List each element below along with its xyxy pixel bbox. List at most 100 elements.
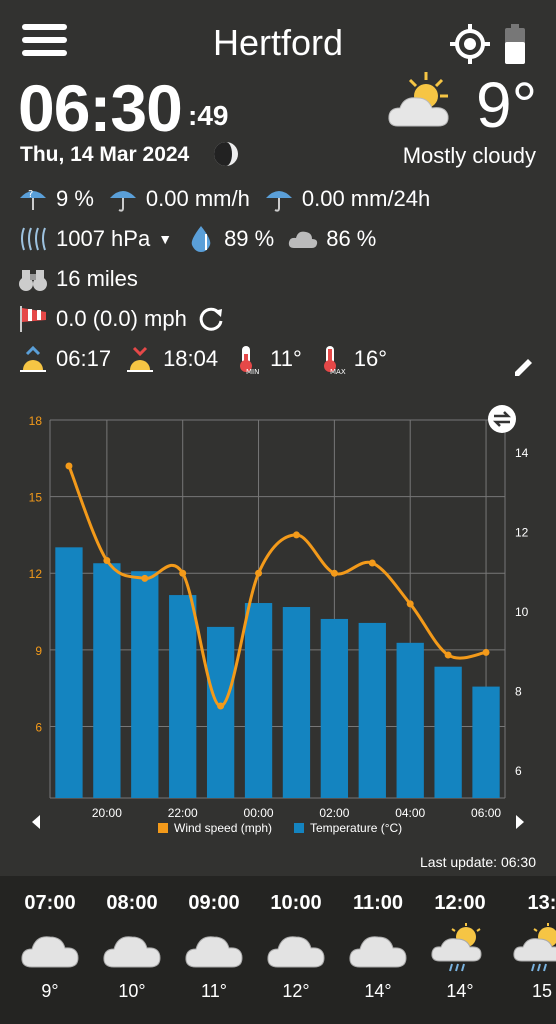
wind-speed-point — [292, 531, 300, 539]
y-right-tick: 14 — [515, 446, 529, 460]
current-temperature: 9° — [476, 69, 538, 141]
humidity-value: 89 % — [224, 226, 275, 251]
temperature-bar — [358, 622, 386, 798]
forecast-temp: 14° — [364, 981, 392, 1001]
x-tick-label: 06:00 — [471, 806, 501, 820]
y-left-tick: 12 — [29, 567, 43, 581]
cloud-icon — [348, 923, 408, 973]
y-right-tick: 8 — [515, 685, 522, 699]
condition-label: Mostly cloudy — [402, 143, 536, 168]
wind-speed-point — [330, 569, 338, 577]
forecast-item[interactable]: 13: 15 — [501, 876, 556, 1002]
humidity-icon — [191, 226, 211, 252]
wind-speed-point — [179, 569, 187, 577]
y-left-tick: 18 — [29, 414, 43, 428]
legend-label-temp: Temperature (°C) — [310, 821, 402, 835]
pressure-value: 1007 hPa — [56, 226, 151, 251]
forecast-temp: 15 — [531, 981, 553, 1001]
weather-chart: 6 9 12 15 18 6 8 10 12 14 20:00 22:00 00:00 02:00 04:0… — [29, 414, 529, 835]
temperature-bar — [93, 563, 121, 798]
legend-swatch-temp — [294, 823, 304, 833]
chart-next-arrow[interactable] — [516, 815, 524, 829]
wind-value: 0.0 (0.0) mph — [56, 306, 187, 331]
wind-speed-point — [482, 648, 490, 656]
forecast-time: 12:00 — [434, 892, 486, 914]
wind-speed-point — [255, 569, 263, 577]
forecast-time: 09:00 — [188, 892, 240, 914]
sun-rain-icon — [512, 923, 556, 973]
x-tick-label: 22:00 — [168, 806, 198, 820]
chart-prev-arrow[interactable] — [32, 815, 40, 829]
date-label: Thu, 14 Mar 2024 — [20, 143, 190, 166]
svg-text:MAX: MAX — [330, 368, 346, 374]
thermometer-max-icon: MAX — [323, 346, 346, 374]
visibility-row: 16 miles — [18, 264, 138, 294]
cloud-cover-icon — [289, 231, 318, 248]
svg-text:?: ? — [28, 189, 33, 200]
forecast-temp: 11° — [201, 981, 227, 1001]
moon-icon — [214, 142, 238, 166]
y-right-tick: 10 — [515, 605, 529, 619]
forecast-item[interactable]: 09:00 11° — [173, 876, 255, 1002]
y-left-tick: 6 — [35, 720, 42, 734]
forecast-item[interactable]: 11:00 14° — [337, 876, 419, 1002]
forecast-temp: 10° — [118, 981, 146, 1001]
forecast-item[interactable]: 10:00 12° — [255, 876, 337, 1002]
y-right-tick: 12 — [515, 525, 529, 539]
wind-speed-point — [368, 559, 376, 567]
sunset-icon — [127, 346, 154, 372]
pressure-row: 1007 hPa ▼ 89 % 86 % — [18, 224, 376, 254]
temperature-bar — [472, 686, 500, 798]
temperature-bar — [244, 603, 273, 798]
visibility-value: 16 miles — [56, 266, 138, 291]
refresh-icon[interactable] — [197, 305, 225, 333]
wind-speed-point — [65, 462, 73, 470]
wind-speed-point — [103, 556, 111, 564]
cloud-icon — [184, 923, 244, 973]
sunrise-icon — [20, 345, 46, 372]
svg-text:MIN: MIN — [246, 368, 259, 374]
temperature-bar — [396, 642, 424, 798]
sunrise-value: 06:17 — [56, 346, 112, 371]
temperature-bar — [282, 607, 311, 798]
clock-time[interactable]: 06:30 — [18, 71, 183, 145]
temperature-bar — [131, 571, 159, 798]
forecast-item[interactable]: 07:00 9° — [9, 876, 91, 1002]
swap-axes-icon[interactable] — [488, 405, 516, 433]
edit-icon[interactable] — [512, 355, 536, 379]
forecast-time: 13: — [527, 892, 556, 914]
locate-icon[interactable] — [448, 22, 492, 66]
temperature-bar — [55, 547, 83, 798]
menu-icon[interactable] — [22, 24, 67, 58]
temperature-bar — [434, 666, 462, 798]
x-tick-label: 00:00 — [244, 806, 274, 820]
city-title[interactable]: Hertford — [212, 22, 344, 63]
wind-speed-point — [406, 600, 414, 608]
sunset-value: 18:04 — [163, 346, 219, 371]
y-right-tick: 6 — [515, 764, 522, 778]
cloud-icon — [266, 923, 326, 973]
forecast-time: 11:00 — [352, 892, 404, 914]
x-tick-label: 20:00 — [92, 806, 122, 820]
wind-row: 0.0 (0.0) mph — [18, 304, 233, 334]
windsock-icon — [20, 306, 46, 332]
temp-min-value: 11° — [270, 346, 302, 371]
cloud-icon — [102, 923, 162, 973]
pressure-trend-icon: ▼ — [158, 231, 173, 247]
clock-seconds: :49 — [188, 100, 229, 131]
pressure-icon — [21, 227, 46, 251]
hourly-forecast[interactable]: 07:00 9° 08:00 10° 09:00 11° 10:00 12° 11:00 14° 1… — [0, 876, 556, 1024]
partly-cloudy-icon — [388, 72, 449, 127]
forecast-time: 07:00 — [24, 892, 76, 914]
cloud-cover-value: 86 % — [326, 226, 377, 251]
forecast-item[interactable]: 08:00 10° — [91, 876, 173, 1002]
forecast-item[interactable]: 12:00 14° — [419, 876, 501, 1002]
x-tick-label: 04:00 — [395, 806, 425, 820]
umbrella-icon — [109, 191, 136, 212]
x-tick-label: 02:00 — [319, 806, 349, 820]
temperature-bar — [320, 618, 349, 798]
forecast-temp: 12° — [282, 981, 310, 1001]
y-left-tick: 15 — [29, 491, 43, 505]
cloud-icon — [20, 923, 80, 973]
forecast-temp: 9° — [41, 981, 59, 1001]
